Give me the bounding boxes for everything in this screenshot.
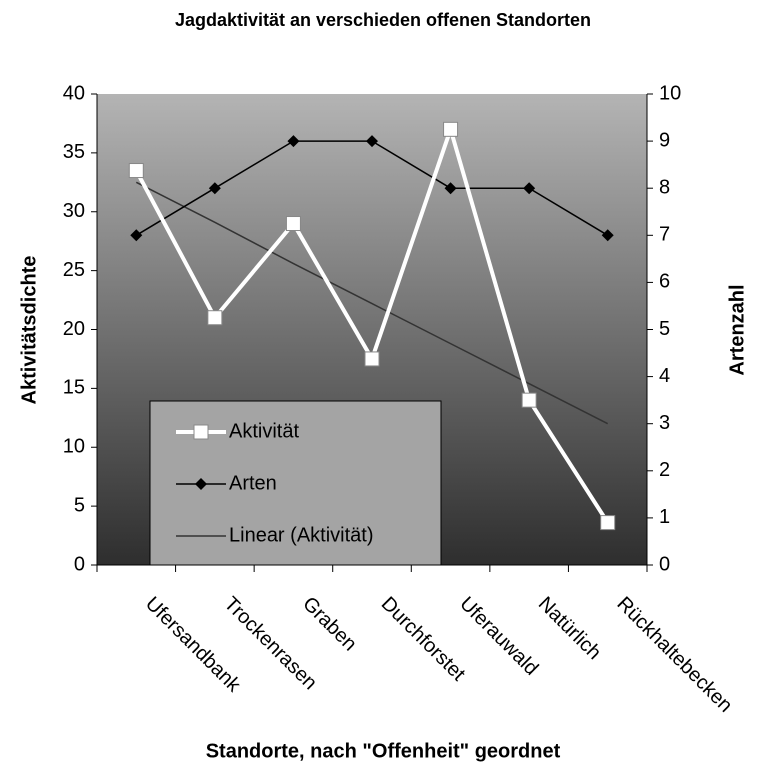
square-marker [521, 392, 537, 408]
square-marker [600, 515, 616, 531]
x-tick-label: Uferauwald [455, 593, 542, 680]
legend-label: Aktivität [229, 420, 299, 442]
diamond-marker [444, 182, 457, 195]
y2-tick-label: 6 [659, 271, 670, 293]
y-tick-label: 25 [63, 259, 85, 281]
x-tick-label: Natürlich [534, 593, 605, 664]
square-marker [285, 216, 301, 232]
chart-title: Jagdaktivität an verschieden offenen Sta… [175, 10, 591, 30]
square-marker [207, 310, 223, 326]
y-axis-title: Aktivitätsdichte [18, 256, 40, 405]
legend-marker [195, 478, 207, 490]
y2-tick-label: 5 [659, 318, 670, 340]
y-tick-label: 0 [74, 553, 85, 575]
legend-marker [193, 424, 209, 440]
y2-tick-label: 0 [659, 553, 670, 575]
diamond-marker [208, 182, 221, 195]
y2-tick-label: 2 [659, 459, 670, 481]
legend-label: Linear (Aktivität) [229, 524, 374, 546]
y2-tick-label: 10 [659, 82, 681, 104]
diamond-marker [130, 229, 143, 242]
x-tick-label: Graben [298, 593, 361, 656]
y-tick-label: 30 [63, 200, 85, 222]
series-line [135, 181, 609, 425]
y-tick-label: 10 [63, 436, 85, 458]
y-tick-label: 35 [63, 141, 85, 163]
y-tick-label: 5 [74, 494, 85, 516]
diamond-marker [601, 229, 614, 242]
x-tick-label: Rückhaltebecken [612, 593, 736, 717]
y2-tick-label: 8 [659, 176, 670, 198]
y-tick-label: 20 [63, 318, 85, 340]
square-marker [128, 163, 144, 179]
diamond-marker [287, 135, 300, 148]
y2-tick-label: 4 [659, 365, 670, 387]
x-axis-title: Standorte, nach "Offenheit" geordnet [206, 740, 561, 762]
legend-label: Arten [229, 472, 277, 494]
y2-tick-label: 1 [659, 506, 670, 528]
y2-tick-label: 9 [659, 129, 670, 151]
y-tick-label: 40 [63, 82, 85, 104]
y-tick-label: 15 [63, 377, 85, 399]
square-marker [364, 351, 380, 367]
y2-tick-label: 3 [659, 412, 670, 434]
y2-axis-title: Artenzahl [726, 284, 748, 375]
legend: Aktivität Arten Linear (Aktivität) [149, 400, 442, 566]
diamond-marker [523, 182, 536, 195]
diamond-marker [366, 135, 378, 148]
square-marker [443, 121, 459, 137]
y2-tick-label: 7 [659, 224, 670, 246]
